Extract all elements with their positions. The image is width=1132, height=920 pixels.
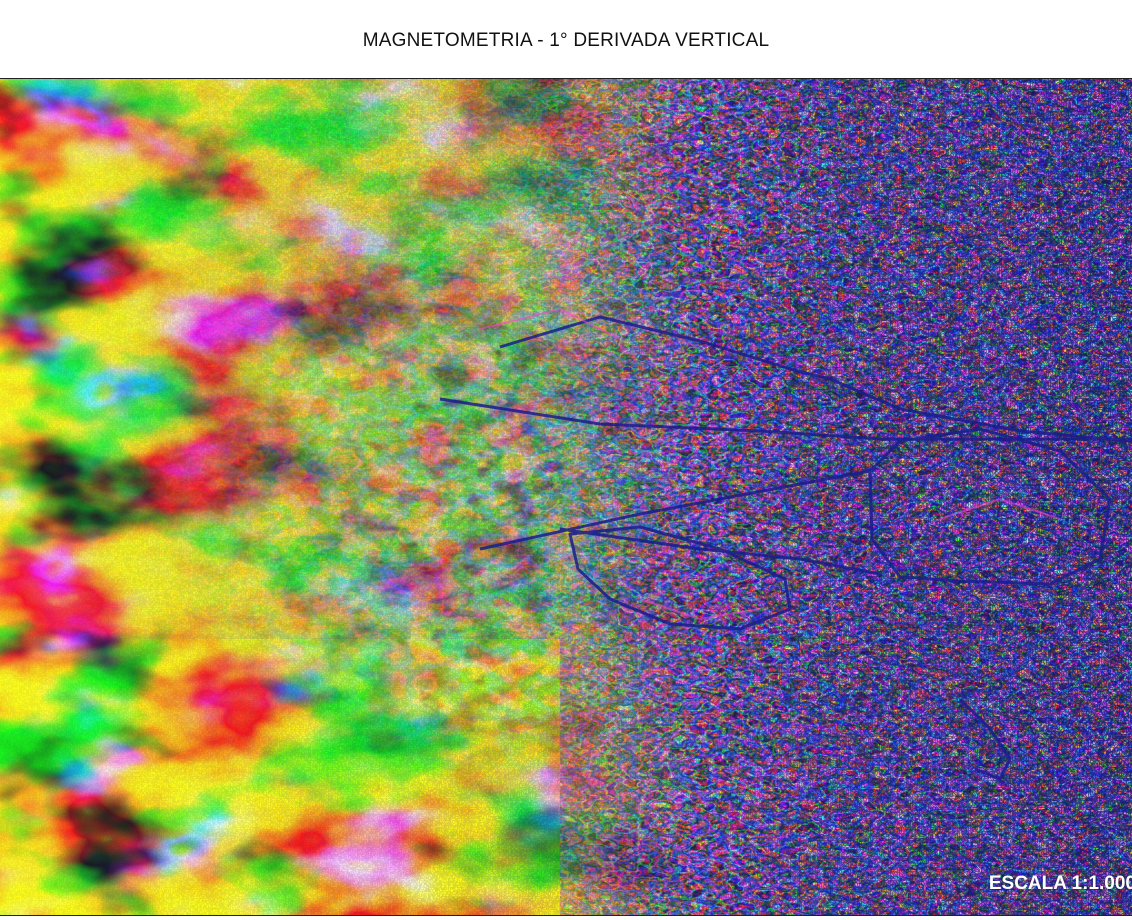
scale-label: ESCALA 1:1.000 xyxy=(988,873,1132,894)
map-title: MAGNETOMETRIA - 1° DERIVADA VERTICAL xyxy=(362,30,770,51)
lineament-east-west xyxy=(439,397,1132,441)
lineament-upper xyxy=(499,315,1132,443)
map-frame: ESCALA 1:1.000 xyxy=(0,78,1132,916)
eastern-body-outline xyxy=(868,427,1112,586)
lineaments xyxy=(439,315,1132,781)
magnetometry-map xyxy=(0,79,1132,915)
lineament-lower xyxy=(559,527,881,576)
south-east-lineament xyxy=(958,697,1012,781)
southern-body-outline xyxy=(568,525,792,631)
raster-speckle xyxy=(0,79,1132,915)
lineament-long-diagonal xyxy=(479,469,871,551)
lineaments-pink xyxy=(479,307,1061,621)
